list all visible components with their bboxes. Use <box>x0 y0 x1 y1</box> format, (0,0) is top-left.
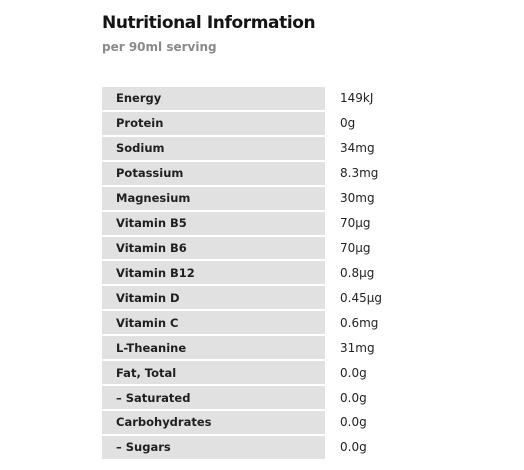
nutrient-label: Carbohydrates <box>102 410 325 434</box>
nutrient-row-sodium: Sodium 34mg <box>102 136 389 160</box>
nutrient-row-vitamin-d: Vitamin D 0.45µg <box>102 286 389 310</box>
nutrient-row-carbohydrates: Carbohydrates 0.0g <box>102 410 389 434</box>
nutrient-row-saturated: – Saturated 0.0g <box>102 386 389 409</box>
nutrient-row-vitamin-b12: Vitamin B12 0.8µg <box>102 261 389 285</box>
nutrient-row-vitamin-b6: Vitamin B6 70µg <box>102 236 389 260</box>
nutrient-value: 70µg <box>340 240 371 255</box>
nutrient-value: 0.0g <box>340 440 367 455</box>
nutrient-value: 0.0g <box>340 390 367 405</box>
nutrient-value: 70µg <box>340 216 371 231</box>
nutrient-row-magnesium: Magnesium 30mg <box>102 186 389 210</box>
page-title: Nutritional Information <box>102 13 316 33</box>
nutrient-value: 0.6mg <box>340 315 379 330</box>
nutrient-value: 30mg <box>340 191 375 206</box>
nutrient-row-potassium: Potassium 8.3mg <box>102 161 389 185</box>
nutrient-label: Magnesium <box>102 186 325 210</box>
nutrient-row-vitamin-c: Vitamin C 0.6mg <box>102 311 389 335</box>
nutrient-value: 0.8µg <box>340 265 375 280</box>
nutrient-value: 34mg <box>340 141 375 156</box>
nutrient-row-sugars: – Sugars 0.0g <box>102 435 389 459</box>
nutrient-label: Protein <box>102 111 325 135</box>
nutrient-label: Vitamin B5 <box>102 211 325 235</box>
nutrition-table: Energy 149kJ Protein 0g Sodium 34mg Pota… <box>102 87 389 461</box>
nutrient-row-protein: Protein 0g <box>102 111 389 135</box>
nutrient-value: 0g <box>340 116 356 131</box>
nutrient-row-energy: Energy 149kJ <box>102 87 389 110</box>
nutrient-label: – Saturated <box>102 386 325 409</box>
nutrient-label: Vitamin C <box>102 311 325 335</box>
serving-size-subtitle: per 90ml serving <box>102 40 217 54</box>
nutrient-label: Vitamin B12 <box>102 261 325 285</box>
nutrient-value: 8.3mg <box>340 166 379 181</box>
nutrient-row-l-theanine: L-Theanine 31mg <box>102 336 389 360</box>
nutrient-label: Vitamin B6 <box>102 236 325 260</box>
nutrient-label: Energy <box>102 87 325 110</box>
nutrient-value: 31mg <box>340 340 375 355</box>
nutrient-value: 0.0g <box>340 365 367 380</box>
nutrient-label: L-Theanine <box>102 336 325 360</box>
nutrient-value: 0.0g <box>340 415 367 430</box>
nutrient-row-fat-total: Fat, Total 0.0g <box>102 361 389 385</box>
nutrient-label: Potassium <box>102 161 325 185</box>
nutrient-value: 0.45µg <box>340 290 382 305</box>
nutrient-value: 149kJ <box>340 91 374 106</box>
nutrient-label: – Sugars <box>102 435 325 459</box>
nutrient-label: Fat, Total <box>102 361 325 385</box>
nutrient-label: Vitamin D <box>102 286 325 310</box>
nutrient-row-vitamin-b5: Vitamin B5 70µg <box>102 211 389 235</box>
nutrient-label: Sodium <box>102 136 325 160</box>
